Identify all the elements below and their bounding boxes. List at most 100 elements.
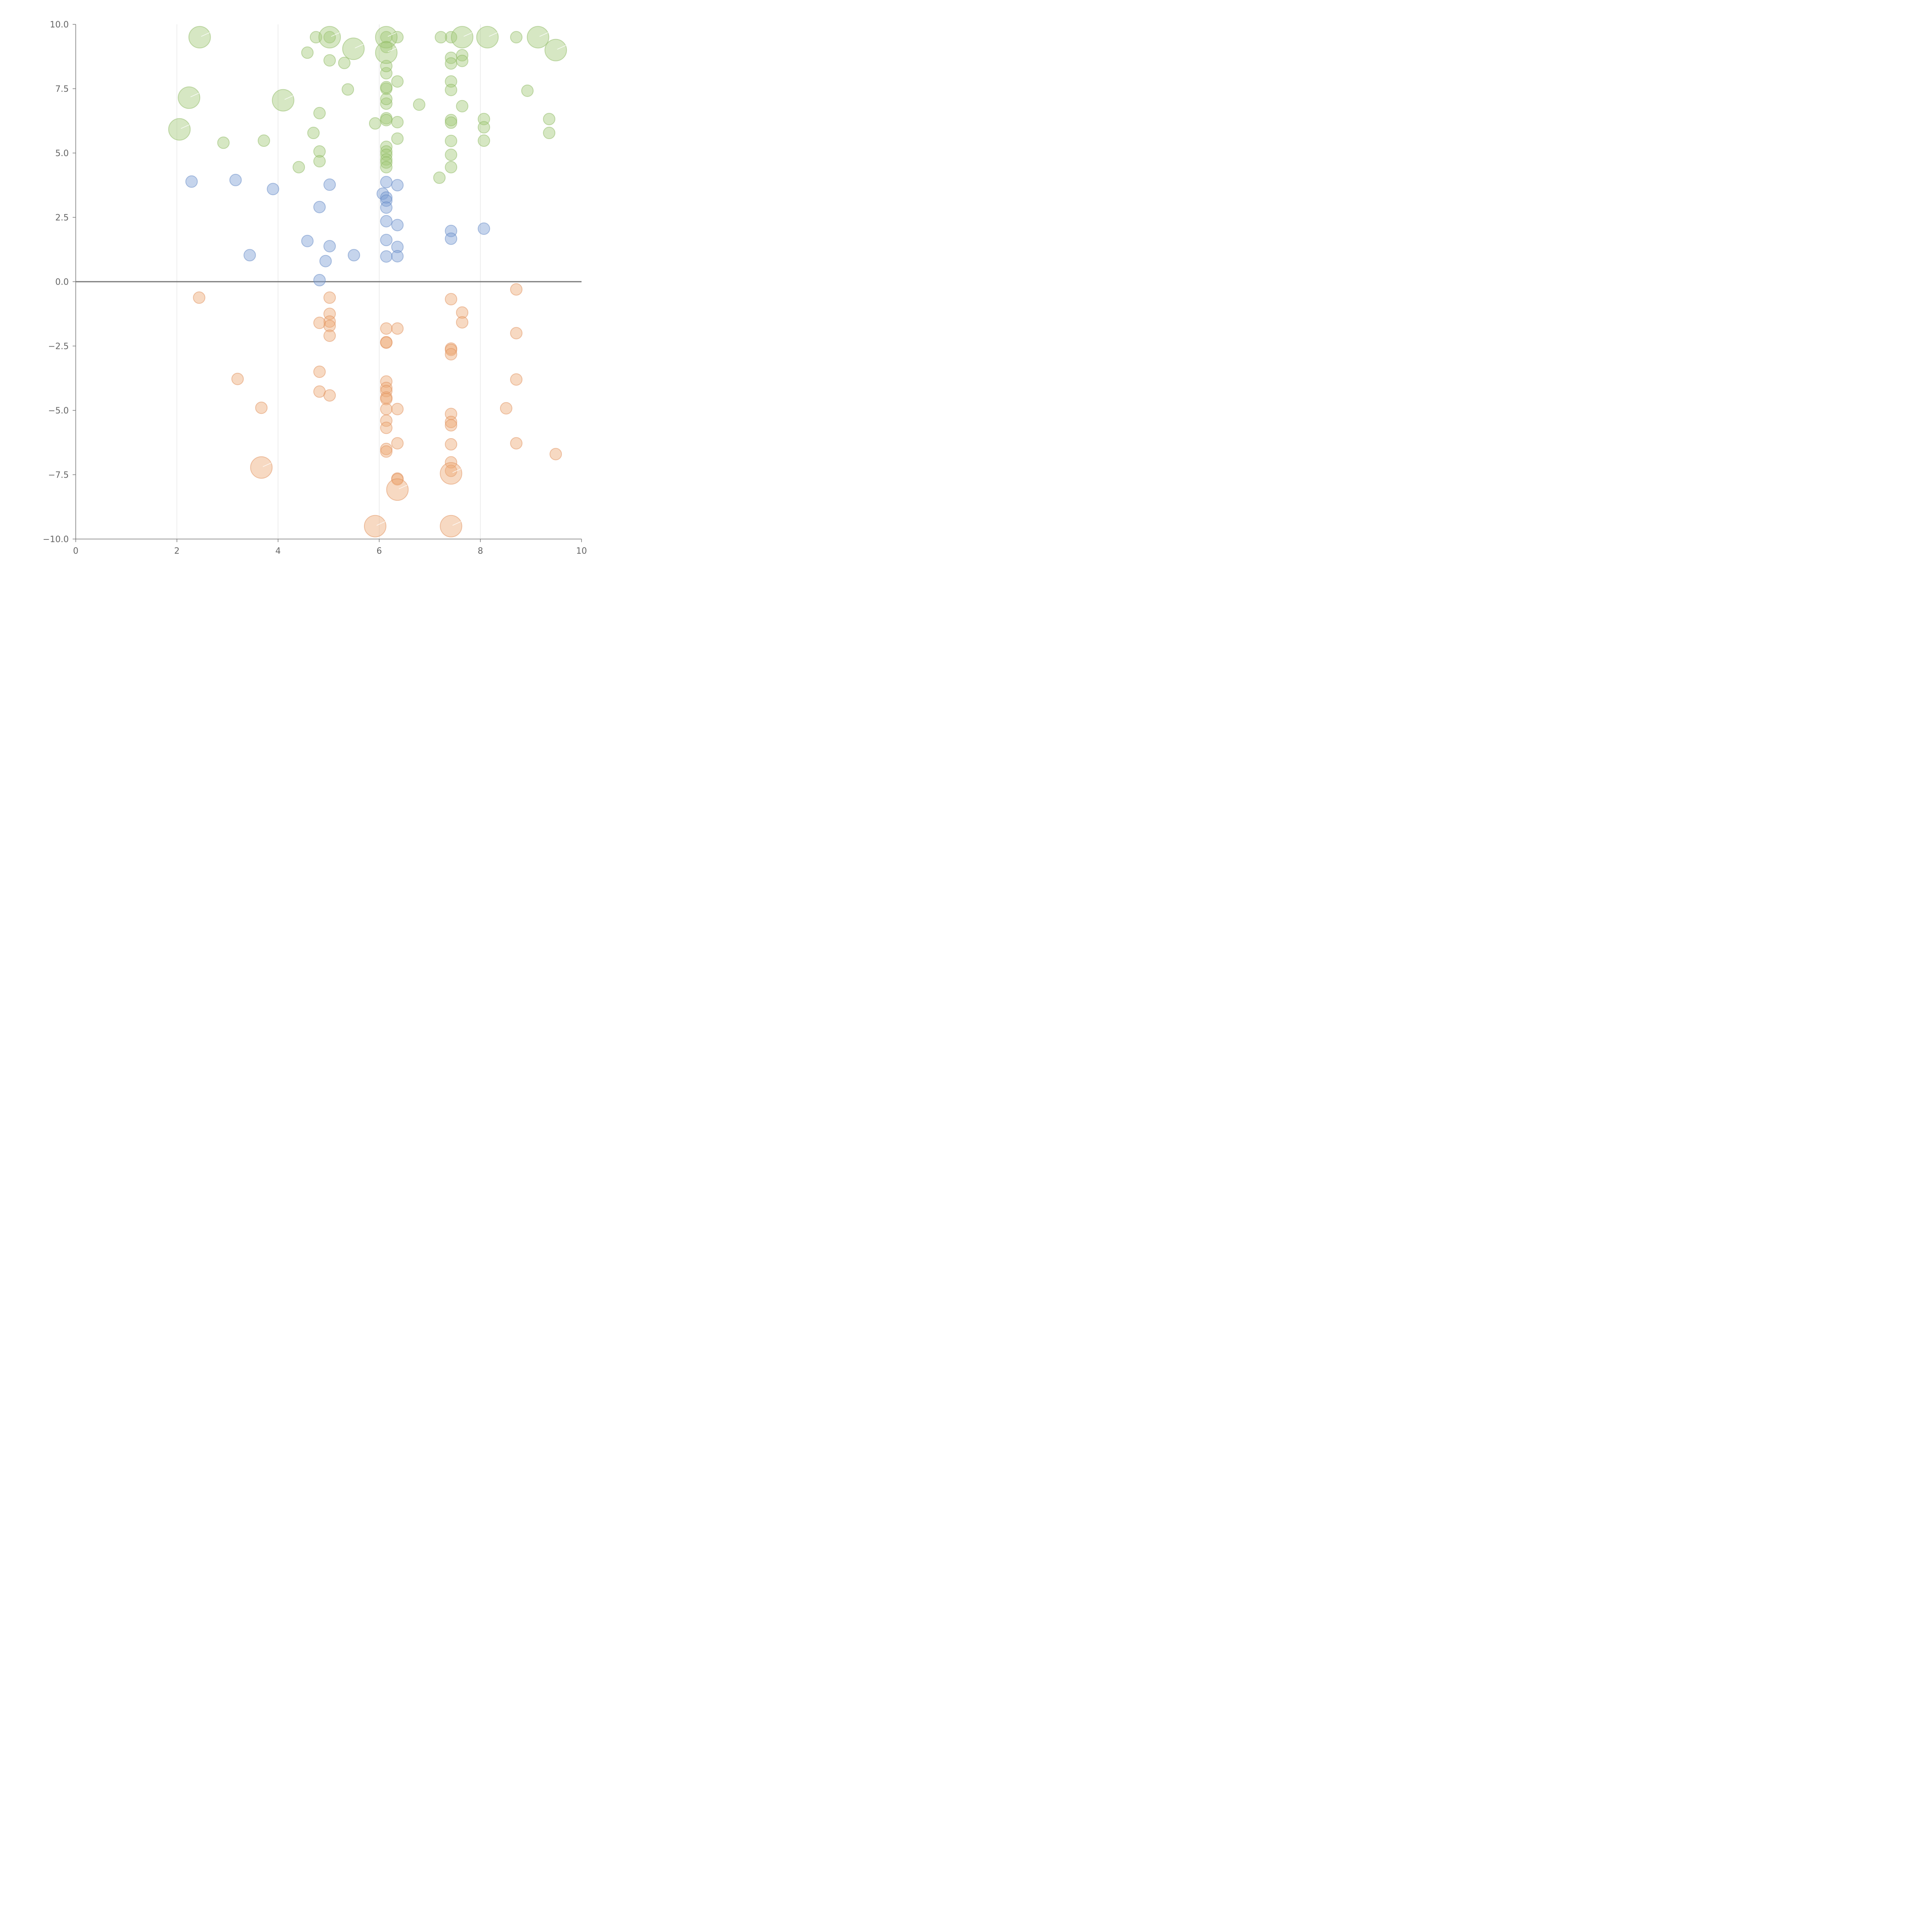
bubble-low-large — [386, 478, 409, 501]
label-leader-line — [284, 95, 294, 100]
bubble-mid — [319, 255, 332, 267]
bubble-high-large — [188, 26, 211, 49]
bubble-high — [313, 155, 326, 168]
label-leader-line — [489, 32, 498, 37]
bubble-high — [456, 100, 469, 112]
bubble-high-large — [375, 26, 398, 49]
bubble-low — [445, 348, 457, 361]
label-leader-line — [355, 44, 364, 48]
bubble-mid — [380, 215, 393, 228]
label-leader-line — [388, 48, 397, 52]
bubble-low — [380, 403, 393, 415]
bubble-mid — [380, 194, 393, 207]
bubble-high-large — [527, 26, 549, 49]
bubble-mid — [391, 219, 404, 231]
bubble-high — [380, 31, 393, 44]
bubble-low — [313, 366, 326, 378]
x-tick-label: 8 — [478, 546, 483, 556]
y-tick-label: 7.5 — [55, 85, 69, 94]
bubble-high — [313, 107, 326, 119]
bubble-high — [543, 113, 556, 126]
bubble-high — [323, 31, 336, 44]
y-tick-label: −7.5 — [48, 471, 69, 480]
bubble-low — [456, 316, 469, 329]
bubble-high — [543, 127, 556, 139]
bubble-low — [380, 382, 393, 395]
bubble-mid — [243, 249, 256, 262]
bubble-high-large — [168, 118, 191, 141]
bubble-high — [456, 54, 469, 67]
bubble-high — [435, 31, 447, 44]
x-tick-label: 6 — [376, 546, 382, 556]
y-tick-label: 0.0 — [55, 277, 69, 287]
x-axis-ticks: 0 2 4 6 8 10 — [73, 539, 587, 556]
bubble-high — [323, 54, 336, 67]
bubble-low-large — [440, 515, 463, 537]
bubble-low — [445, 419, 457, 432]
bubble-high — [391, 116, 404, 129]
bubble-chart: 10.0 7.5 5.0 2.5 0.0 −2.5 −5.0 −7.5 −10.0 0 2 4 6 8 1… — [43, 20, 587, 556]
bubble-high — [380, 81, 393, 94]
bubble-low-large — [440, 462, 463, 485]
bubble-high — [380, 114, 393, 126]
y-tick-label: −10.0 — [43, 535, 69, 544]
bubble-low — [510, 283, 523, 296]
bubble-low — [313, 316, 326, 329]
bubble-high — [510, 31, 523, 44]
bubble-high — [445, 116, 457, 129]
bubble-high — [380, 93, 393, 105]
bubble-mid — [313, 274, 326, 287]
bubble-low — [500, 402, 512, 415]
bubble-low — [380, 322, 393, 335]
label-leader-line — [263, 463, 272, 467]
bubble-mid — [380, 250, 393, 263]
label-leader-line — [376, 521, 386, 526]
bubble-low — [445, 344, 457, 356]
bubble-high — [445, 134, 457, 147]
bubble-high — [342, 83, 354, 96]
bubble-high — [445, 114, 457, 126]
bubble-high-large — [544, 39, 567, 61]
bubble-low — [380, 442, 393, 455]
bubble-low — [323, 320, 336, 332]
data-points — [168, 26, 567, 537]
bubble-high — [433, 171, 446, 184]
bubble-low — [510, 373, 523, 386]
bubble-mid — [380, 234, 393, 247]
label-leader-line — [388, 32, 397, 37]
bubble-low — [391, 403, 404, 415]
y-axis-ticks: 10.0 7.5 5.0 2.5 0.0 −2.5 −5.0 −7.5 −10.0 — [43, 20, 76, 544]
bubble-low — [323, 389, 336, 402]
bubble-low — [380, 393, 393, 405]
bubble-low — [391, 437, 404, 450]
bubble-low — [445, 293, 457, 306]
bubble-low — [323, 329, 336, 342]
bubble-mid — [380, 191, 393, 204]
bubble-high-large — [318, 26, 341, 49]
bubble-mid — [380, 176, 393, 189]
bubble-mid — [391, 241, 404, 253]
label-leader-line — [201, 32, 210, 37]
x-tick-label: 10 — [576, 546, 587, 556]
bubble-low — [380, 414, 393, 427]
y-tick-label: −2.5 — [48, 342, 69, 352]
bubble-mid — [347, 249, 360, 262]
bubble-high — [445, 148, 457, 161]
bubble-high — [307, 127, 320, 139]
bubble-mid — [380, 201, 393, 214]
bubble-mid — [445, 232, 457, 245]
label-leader-line — [331, 32, 340, 37]
y-tick-label: −5.0 — [48, 406, 69, 416]
x-tick-label: 4 — [276, 546, 281, 556]
bubble-high-large — [375, 41, 398, 64]
bubble-low — [380, 445, 393, 458]
bubble-high — [478, 134, 490, 147]
bubble-high — [391, 75, 404, 88]
bubble-high — [257, 134, 270, 147]
bubble-low — [231, 372, 244, 385]
y-tick-label: 5.0 — [55, 149, 69, 158]
bubble-high — [380, 41, 393, 53]
bubble-high-large — [451, 26, 474, 49]
bubble-high-large — [178, 86, 201, 109]
bubble-high — [391, 132, 404, 145]
